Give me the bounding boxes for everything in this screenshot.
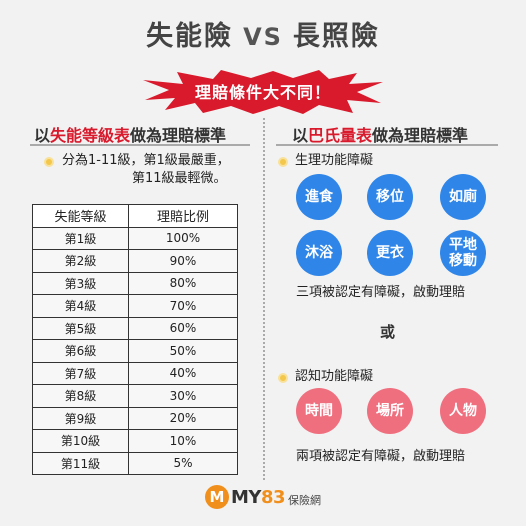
- physical-item-bathing: 沐浴: [296, 230, 342, 276]
- physical-item-toilet: 如廁: [440, 174, 486, 220]
- left-heading-highlight: 失能等級表: [50, 126, 131, 145]
- grade-cell: 第1級: [32, 226, 129, 250]
- ratio-cell: 50%: [128, 339, 238, 363]
- grade-note-line2: 第11級最輕微。: [132, 171, 227, 186]
- right-heading-suffix: 做為理賠標準: [372, 126, 469, 145]
- right-heading-underline: [276, 144, 498, 146]
- table-row: 第10級 10%: [32, 429, 238, 453]
- ratio-cell: 20%: [128, 406, 238, 430]
- left-heading-underline: [30, 144, 250, 146]
- grade-cell: 第4級: [32, 294, 129, 318]
- right-heading-highlight: 巴氏量表: [308, 126, 373, 145]
- table-row: 第6級 50%: [32, 339, 238, 363]
- page-title: 失能險 VS 長照險: [0, 14, 526, 53]
- physical-item-eating: 進食: [296, 174, 342, 220]
- table-row: 第1級 100%: [32, 226, 238, 250]
- logo-text: MY83: [231, 486, 286, 508]
- ratio-cell: 100%: [128, 226, 238, 250]
- ratio-cell: 90%: [128, 249, 238, 273]
- header-ratio: 理賠比例: [128, 204, 238, 228]
- disability-grade-table: 失能等級 理賠比例 第1級 100% 第2級 90% 第3級 80% 第4級 70% 第…: [32, 204, 238, 475]
- physical-label: 生理功能障礙: [295, 153, 374, 168]
- grade-cell: 第2級: [32, 249, 129, 273]
- cognitive-item-time: 時間: [296, 388, 342, 434]
- grade-cell: 第11級: [32, 451, 129, 475]
- title-left: 失能險: [146, 21, 234, 52]
- ratio-cell: 80%: [128, 271, 238, 295]
- left-heading: 以失能等級表做為理賠標準: [34, 122, 226, 146]
- ratio-cell: 30%: [128, 384, 238, 408]
- table-header-row: 失能等級 理賠比例: [32, 204, 238, 228]
- grade-cell: 第6級: [32, 339, 129, 363]
- right-heading: 以巴氏量表做為理賠標準: [292, 122, 468, 146]
- grade-cell: 第9級: [32, 406, 129, 430]
- starburst-shape: [143, 70, 383, 114]
- grade-note-line1: 分為1-11級，第1級最嚴重，: [62, 153, 230, 168]
- bullet-icon: [278, 157, 288, 167]
- physical-item-transfer: 移位: [367, 174, 413, 220]
- right-heading-prefix: 以: [292, 126, 309, 145]
- table-row: 第11級 5%: [32, 451, 238, 475]
- banner-text: 理賠條件大不同！: [194, 83, 331, 102]
- title-right: 長照險: [292, 21, 380, 52]
- ratio-cell: 40%: [128, 361, 238, 385]
- physical-rule: 三項被認定有障礙，啟動理賠: [296, 285, 466, 300]
- left-heading-suffix: 做為理賠標準: [130, 126, 227, 145]
- grade-cell: 第10級: [32, 429, 129, 453]
- or-text: 或: [380, 323, 396, 341]
- grade-cell: 第7級: [32, 361, 129, 385]
- bullet-icon: [278, 373, 288, 383]
- grade-cell: 第8級: [32, 384, 129, 408]
- title-vs: VS: [243, 23, 283, 51]
- table-row: 第8級 30%: [32, 384, 238, 408]
- logo-text-83: 83: [260, 486, 286, 508]
- starburst-banner: 理賠條件大不同！: [143, 70, 383, 114]
- grade-cell: 第5級: [32, 316, 129, 340]
- physical-item-dressing: 更衣: [367, 230, 413, 276]
- table-row: 第4級 70%: [32, 294, 238, 318]
- table-row: 第2級 90%: [32, 249, 238, 273]
- my83-logo: M MY83 保險網: [205, 484, 321, 510]
- logo-m-icon: M: [205, 485, 229, 509]
- cognitive-item-place: 場所: [367, 388, 413, 434]
- ratio-cell: 5%: [128, 451, 238, 475]
- ratio-cell: 10%: [128, 429, 238, 453]
- table-row: 第5級 60%: [32, 316, 238, 340]
- bullet-icon: [44, 157, 54, 167]
- table-row: 第3級 80%: [32, 271, 238, 295]
- cognitive-rule: 兩項被認定有障礙，啟動理賠: [296, 449, 466, 464]
- logo-subtitle: 保險網: [288, 493, 322, 507]
- table-row: 第7級 40%: [32, 361, 238, 385]
- cognitive-label: 認知功能障礙: [295, 369, 374, 384]
- cognitive-item-person: 人物: [440, 388, 486, 434]
- logo-text-my: MY: [231, 486, 261, 508]
- ratio-cell: 60%: [128, 316, 238, 340]
- table-row: 第9級 20%: [32, 406, 238, 430]
- grade-cell: 第3級: [32, 271, 129, 295]
- left-heading-prefix: 以: [34, 126, 51, 145]
- ratio-cell: 70%: [128, 294, 238, 318]
- header-grade: 失能等級: [32, 204, 129, 228]
- column-divider: [263, 118, 265, 480]
- physical-item-walking: 平地 移動: [440, 230, 486, 276]
